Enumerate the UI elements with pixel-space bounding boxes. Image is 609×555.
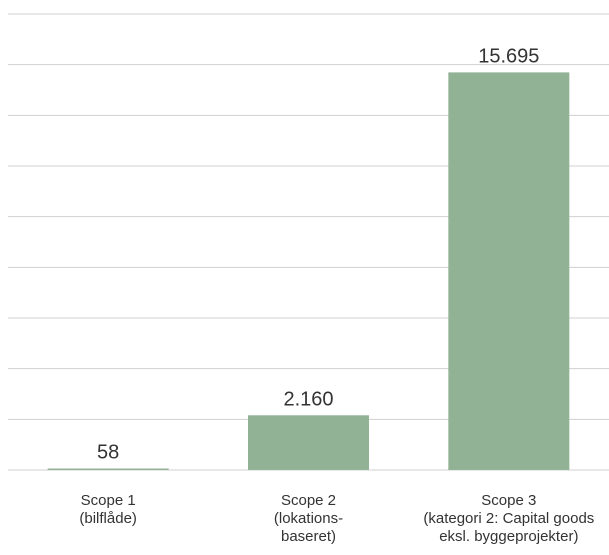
x-tick-label-line: (lokations- <box>274 510 343 527</box>
bar <box>248 415 369 470</box>
bar <box>47 468 169 470</box>
data-label: 2.160 <box>283 388 333 410</box>
x-tick-label-line: (kategori 2: Capital goods <box>423 510 594 527</box>
data-label: 15.695 <box>478 45 539 67</box>
category-labels: Scope 1 (bilflåde) Scope 2 (lokations-baser… <box>79 492 594 545</box>
x-tick-label: Scope 2 (lokations-baseret) <box>274 492 343 545</box>
x-tick-label-line: Scope 3 <box>481 492 536 509</box>
bars <box>47 72 570 470</box>
x-tick-label: Scope 3 (kategori 2: Capital goods eksl. b… <box>423 492 594 545</box>
x-tick-label-line: Scope 2 <box>281 492 336 509</box>
x-tick-label-line: baseret) <box>281 528 336 545</box>
x-tick-label: Scope 1 (bilflåde) <box>79 492 137 527</box>
gridlines <box>8 13 609 471</box>
x-tick-label-line: Scope 1 <box>81 492 136 509</box>
data-label: 58 <box>97 442 119 464</box>
value-labels: 58 2.160 15.695 <box>97 45 539 463</box>
x-tick-label-line: (bilflåde) <box>79 510 137 527</box>
bar <box>448 72 570 470</box>
x-tick-label-line: eksl. byggeprojekter) <box>439 528 578 545</box>
